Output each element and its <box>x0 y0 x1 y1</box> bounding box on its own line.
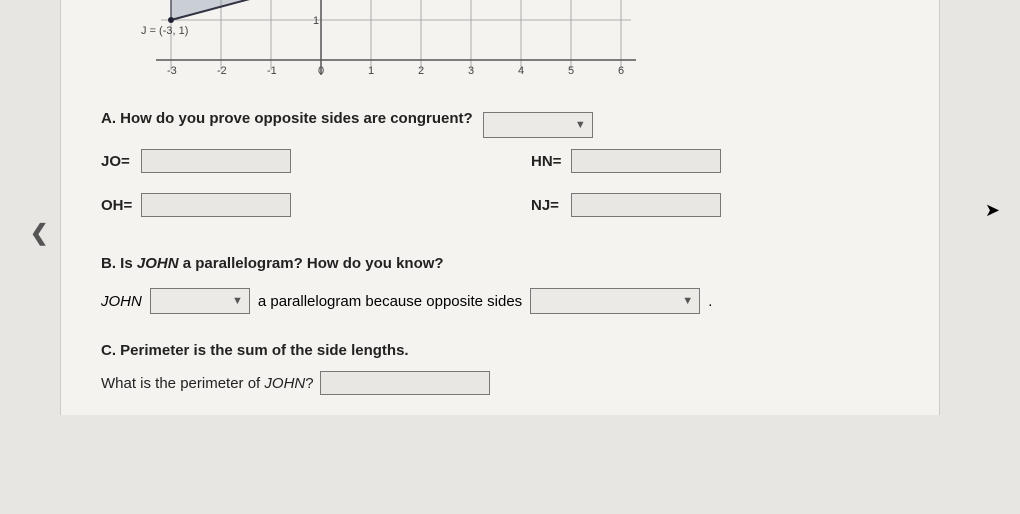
oh-input[interactable] <box>141 193 291 217</box>
oh-label: OH= <box>101 197 141 214</box>
point-j-label: J = (-3, 1) <box>141 25 188 37</box>
is-isnot-select[interactable]: ▼ <box>150 288 250 314</box>
john-subject: JOHN <box>101 293 142 310</box>
svg-text:-1: -1 <box>267 65 277 77</box>
svg-text:3: 3 <box>468 65 474 77</box>
jo-input[interactable] <box>141 149 291 173</box>
mouse-cursor-icon: ➤ <box>985 200 1000 221</box>
section-a-prompt: A. How do you prove opposite sides are c… <box>101 110 473 127</box>
chevron-down-icon: ▼ <box>575 119 586 131</box>
prev-page-button[interactable]: ❮ <box>30 220 48 246</box>
side-lengths-group: JO= OH= HN= NJ= <box>101 149 899 227</box>
section-c-line1: C. Perimeter is the sum of the side leng… <box>101 342 899 359</box>
coordinate-graph: O = (3, 3) J = (-3, 1) 1 2 -3 -2 -1 0 1 … <box>141 0 641 80</box>
chevron-down-icon: ▼ <box>232 295 243 307</box>
hn-input[interactable] <box>571 149 721 173</box>
jo-label: JO= <box>101 153 141 170</box>
svg-text:1: 1 <box>313 15 319 27</box>
nj-input[interactable] <box>571 193 721 217</box>
svg-text:-3: -3 <box>167 65 177 77</box>
svg-text:1: 1 <box>368 65 374 77</box>
svg-text:5: 5 <box>568 65 574 77</box>
svg-text:-2: -2 <box>217 65 227 77</box>
nj-label: NJ= <box>531 197 571 214</box>
reason-select[interactable]: ▼ <box>530 288 700 314</box>
worksheet-page: O = (3, 3) J = (-3, 1) 1 2 -3 -2 -1 0 1 … <box>60 0 940 415</box>
svg-text:0: 0 <box>318 65 324 77</box>
perimeter-question: What is the perimeter of JOHN? <box>101 375 314 392</box>
section-b-prompt: B. Is JOHN a parallelogram? How do you k… <box>101 255 899 272</box>
perimeter-input[interactable] <box>320 371 490 395</box>
svg-text:6: 6 <box>618 65 624 77</box>
mid-text: a parallelogram because opposite sides <box>258 293 522 310</box>
section-b-sentence: JOHN ▼ a parallelogram because opposite … <box>101 288 712 314</box>
hn-label: HN= <box>531 153 571 170</box>
svg-text:2: 2 <box>418 65 424 77</box>
svg-text:4: 4 <box>518 65 524 77</box>
chevron-down-icon: ▼ <box>682 295 693 307</box>
prove-method-select[interactable]: ▼ <box>483 112 593 138</box>
